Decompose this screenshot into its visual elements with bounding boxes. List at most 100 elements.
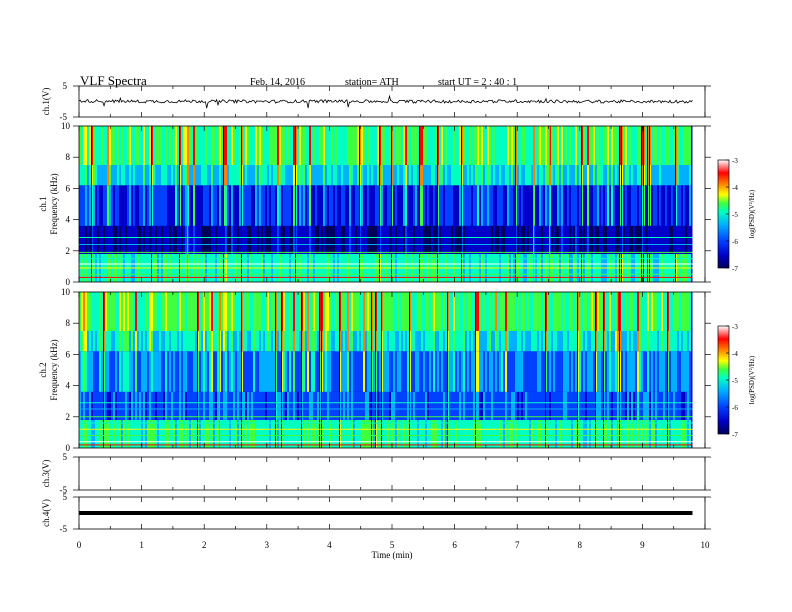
spectrogram-ch1-cell [249,165,251,186]
spectrogram-ch2-cell [155,292,157,331]
spectrogram-ch2-cell [397,331,399,352]
spectrogram-ch1-cell [327,165,329,186]
spectrogram-ch1-cell [125,126,127,165]
spectrogram-ch2-cell [355,419,357,448]
spectrogram-ch2-cell [455,331,457,352]
spectrogram-ch1-cell [631,165,633,186]
spectrogram-ch1-cell [181,165,183,186]
spectrogram-ch1-cell [235,225,237,254]
spectrogram-ch2-cell [177,419,179,448]
spectrogram-ch2-cell [567,331,569,352]
spectrogram-ch1-cell [685,185,687,226]
spectrogram-ch2-cell [161,292,163,331]
spectrogram-ch2-cell [215,351,217,392]
spectrogram-ch2-cell [653,292,655,331]
spectrogram-ch2-cell [211,292,213,331]
spectrogram-ch2-cell [243,292,245,331]
spectrogram-ch1-cell [645,126,647,165]
spectrogram-ch1-cell [545,165,547,186]
spectrogram-ch2-cell [235,391,237,420]
spectrogram-ch2-cell [485,419,487,448]
spectrogram-ch2-cell [79,391,81,420]
spectrogram-ch1-cell [561,165,563,186]
spectrogram-ch2-cell [367,292,369,331]
spectrogram-ch2-cell [555,292,557,331]
spectrogram-ch2-cell [243,391,245,420]
spectrogram-ch2-cell [341,351,343,392]
spectrogram-ch1-cell [341,185,343,226]
spectrogram-ch2-cell [97,419,99,448]
spectrogram-ch1-cell [149,165,151,186]
spectrogram-ch1-cell [185,165,187,186]
spectrogram-ch2-cell [689,391,691,420]
spectrogram-ch2-cell [159,292,161,331]
spectrogram-ch2-sferic [301,292,302,448]
spectrogram-ch2-cell [225,391,227,420]
spectrogram-ch2-cell [173,391,175,420]
spectrogram-ch2-cell [641,351,643,392]
spectrogram-ch2-cell [625,292,627,331]
spectrogram-ch1-cell [343,165,345,186]
spectrogram-ch1-cell [555,225,557,254]
spectrogram-ch2-cell [109,351,111,392]
spectrogram-ch1-cell [585,225,587,254]
spectrogram-ch1-cell [577,126,579,165]
spectrogram-ch1-cell [535,185,537,226]
spectrogram-ch1-cell [475,126,477,165]
spectrogram-ch2-cell [365,391,367,420]
spectrogram-ch2-cell [187,419,189,448]
spectrogram-ch2-cell [561,292,563,331]
spectrogram-ch2-cell [629,391,631,420]
spectrogram-ch1-cell [247,126,249,165]
spectrogram-ch1-cell [513,225,515,254]
spectrogram-ch1-sferic [379,126,380,282]
spectrogram-ch2-cell [625,419,627,448]
spectrogram-ch2-cell [507,391,509,420]
spectrogram-ch1-cell [639,185,641,226]
spectrogram-ch2-cell [557,419,559,448]
spectrogram-ch2-cell [465,351,467,392]
spectrogram-ch2-cell [369,391,371,420]
spectrogram-ch1-cell [247,165,249,186]
spectrogram-ch2-cell [429,351,431,392]
spectrogram-ch1-cell [559,126,561,165]
spectrogram-ch1-cell [245,126,247,165]
spectrogram-ch2-cell [451,351,453,392]
spectrogram-ch2-cell [247,351,249,392]
spectrogram-ch1-cell [423,126,425,165]
spectrogram-ch2-cell [663,419,665,448]
spectrogram-ch1-cell [499,225,501,254]
spectrogram-ch2-cell [397,419,399,448]
spectrogram-ch2-cell [655,391,657,420]
spectrogram-ch1-cell [261,225,263,254]
spectrogram-ch2-cell [293,331,295,352]
spectrogram-ch1-cell [501,225,503,254]
spectrogram-ch1-cell [235,126,237,165]
spectrogram-ch1-cell [589,185,591,226]
spectrogram-ch2-cell [113,391,115,420]
spectrogram-ch1-cell [275,165,277,186]
spectrogram-ch2-cell [315,331,317,352]
spectrogram-ch2-cell [351,292,353,331]
spectrogram-ch1-cell [231,225,233,254]
spectrogram-ch1-cell [93,165,95,186]
spectrogram-ch2-cell [165,331,167,352]
spectrogram-ch2-cell [561,331,563,352]
spectrogram-ch2-cell [121,292,123,331]
spectrogram-ch2-cell [245,331,247,352]
spectrogram-ch1-cell [487,225,489,254]
spectrogram-ch2-cell [323,331,325,352]
spectrogram-ch2-cell [525,351,527,392]
spectrogram-ch2-cell [501,331,503,352]
spectrogram-ch2-cell [581,419,583,448]
spectrogram-ch2-cell [373,391,375,420]
spectrogram-ch2-cell [79,331,81,352]
spectrogram-ch2-cell [467,419,469,448]
spectrogram-ch2-cell [269,391,271,420]
spectrogram-ch2-cell [365,292,367,331]
spectrogram-ch2-cell [377,351,379,392]
spectrogram-ch1-cell [239,185,241,226]
spectrogram-ch1-sferic [515,126,516,282]
spectrogram-ch1-cell [161,185,163,226]
spectrogram-ch2-cell [379,419,381,448]
